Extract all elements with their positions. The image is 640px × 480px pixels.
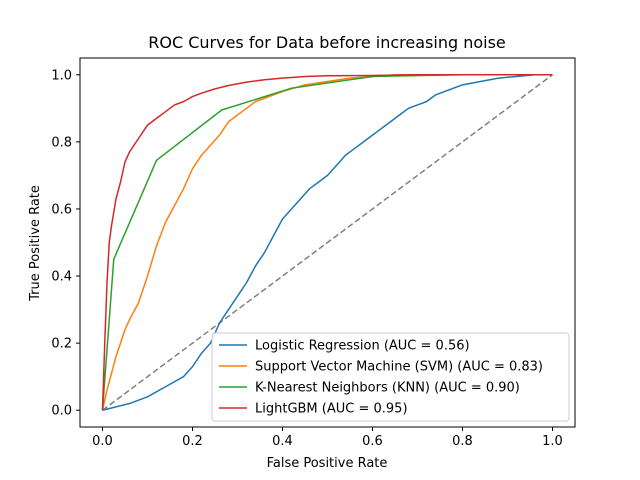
x-tick-label: 0.0 — [92, 434, 113, 449]
legend-entry-label: Support Vector Machine (SVM) (AUC = 0.83… — [255, 360, 543, 375]
y-tick-label: 0.4 — [51, 270, 72, 285]
y-axis-label: True Positive Rate — [28, 185, 43, 302]
x-tick-label: 0.2 — [182, 434, 203, 449]
y-tick-label: 0.8 — [51, 135, 72, 150]
y-tick-label: 1.0 — [51, 68, 72, 83]
y-axis: 0.0 0.2 0.4 0.6 0.8 1.0 — [51, 68, 80, 419]
series-line-3 — [101, 74, 553, 411]
y-tick-label: 0.6 — [51, 202, 72, 217]
legend-entry-label: K-Nearest Neighbors (KNN) (AUC = 0.90) — [255, 381, 520, 396]
x-tick-label: 0.4 — [272, 434, 293, 449]
legend-entry-label: Logistic Regression (AUC = 0.56) — [255, 339, 470, 354]
series-line-0 — [102, 74, 553, 411]
plot-frame — [79, 57, 576, 428]
chance-diagonal-line — [102, 74, 553, 411]
x-tick-label: 0.6 — [362, 434, 383, 449]
legend-entry-label: LightGBM (AUC = 0.95) — [255, 402, 408, 417]
x-tick-label: 0.8 — [452, 434, 473, 449]
x-axis: 0.0 0.2 0.4 0.6 0.8 1.0 — [92, 427, 563, 449]
legend: Logistic Regression (AUC = 0.56) Support … — [211, 332, 570, 422]
plot-area — [79, 57, 576, 428]
x-tick-label: 1.0 — [542, 434, 563, 449]
y-tick-label: 0.0 — [51, 404, 72, 419]
chart-title: ROC Curves for Data before increasing no… — [148, 33, 506, 52]
y-tick-label: 0.2 — [51, 337, 72, 352]
legend-box — [211, 332, 570, 422]
x-axis-label: False Positive Rate — [267, 456, 388, 471]
